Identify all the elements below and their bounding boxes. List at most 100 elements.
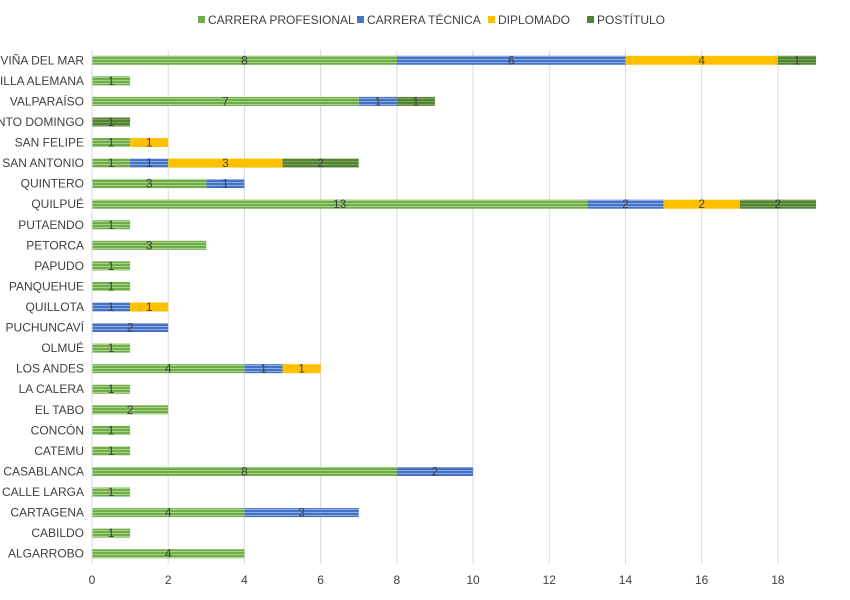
bar-segment bbox=[92, 466, 397, 476]
data-label: 4 bbox=[165, 547, 172, 561]
category-label: SAN ANTONIO bbox=[2, 156, 84, 170]
category-label: QUILPUÉ bbox=[31, 196, 84, 211]
category-label: OLMUÉ bbox=[41, 340, 84, 355]
bar-segment bbox=[244, 364, 283, 374]
legend-swatch bbox=[198, 16, 205, 23]
data-label: 1 bbox=[108, 259, 115, 273]
category-label: VIÑA DEL MAR bbox=[0, 53, 84, 67]
category-label: CALLE LARGA bbox=[2, 485, 84, 499]
bar-segment bbox=[587, 199, 664, 209]
category-label: CABILDO bbox=[31, 526, 84, 540]
bar-segment bbox=[130, 158, 169, 168]
bar-segment bbox=[396, 55, 626, 65]
data-label: 1 bbox=[146, 300, 153, 314]
data-label: 1 bbox=[146, 156, 153, 170]
category-label: CATEMU bbox=[34, 444, 84, 458]
bar-segment bbox=[396, 466, 474, 476]
data-label: 2 bbox=[698, 197, 705, 211]
legend-swatch bbox=[488, 16, 495, 23]
category-label: PUTAENDO bbox=[18, 218, 84, 232]
legend-label: POSTÍTULO bbox=[597, 12, 665, 27]
bar-segment bbox=[92, 549, 245, 559]
legend-swatch bbox=[587, 16, 594, 23]
data-label: 2 bbox=[127, 321, 134, 335]
data-label: 3 bbox=[146, 238, 153, 252]
data-label: 4 bbox=[165, 506, 172, 520]
bar-segment bbox=[625, 55, 778, 65]
bar-segment bbox=[92, 508, 245, 518]
data-label: 1 bbox=[108, 485, 115, 499]
x-tick-label: 16 bbox=[695, 573, 709, 587]
category-label: QUINTERO bbox=[21, 177, 84, 191]
data-label: 1 bbox=[146, 136, 153, 150]
bar-segment bbox=[206, 179, 245, 189]
data-label: 6 bbox=[508, 53, 515, 67]
bar-segment bbox=[92, 158, 131, 168]
category-label: EL TABO bbox=[35, 403, 84, 417]
legend-label: CARRERA TÉCNICA bbox=[367, 12, 481, 27]
data-label: 1 bbox=[260, 362, 267, 376]
bar-segment bbox=[663, 199, 740, 209]
data-label: 2 bbox=[432, 464, 439, 478]
data-label: 1 bbox=[374, 94, 381, 108]
data-label: 8 bbox=[241, 53, 248, 67]
data-label: 3 bbox=[146, 177, 153, 191]
data-label: 7 bbox=[222, 94, 229, 108]
data-label: 1 bbox=[108, 156, 115, 170]
category-label: LA CALERA bbox=[19, 382, 84, 396]
bar-segment bbox=[92, 487, 131, 497]
data-label: 1 bbox=[108, 136, 115, 150]
data-label: 1 bbox=[794, 53, 801, 67]
bar-segment bbox=[92, 405, 169, 415]
legend: CARRERA PROFESIONAL CARRERA TÉCNICA DIPLOM… bbox=[198, 12, 665, 27]
bar-segment bbox=[92, 281, 131, 291]
data-label: 1 bbox=[298, 362, 305, 376]
category-label: VALPARAÍSO bbox=[10, 93, 84, 108]
data-label: 1 bbox=[108, 341, 115, 355]
x-tick-label: 14 bbox=[619, 573, 633, 587]
bar-segment bbox=[92, 425, 131, 435]
data-label: 1 bbox=[413, 94, 420, 108]
data-label: 1 bbox=[108, 444, 115, 458]
x-tick-label: 2 bbox=[165, 573, 172, 587]
gridlines bbox=[91, 50, 779, 564]
bar-segment bbox=[244, 508, 359, 518]
bar-segment bbox=[92, 220, 131, 230]
bar-segment bbox=[92, 179, 207, 189]
bar-segment bbox=[92, 384, 131, 394]
category-label: PAPUDO bbox=[34, 259, 84, 273]
bar-segment bbox=[92, 446, 131, 456]
data-label: 8 bbox=[241, 464, 248, 478]
x-tick-label: 10 bbox=[466, 573, 480, 587]
data-label: 2 bbox=[622, 197, 629, 211]
bar-segment bbox=[92, 138, 131, 148]
category-label: PANQUEHUE bbox=[9, 279, 84, 293]
bar-segment bbox=[92, 261, 131, 271]
bar-segment bbox=[92, 240, 207, 250]
category-label: CARTAGENA bbox=[10, 506, 84, 520]
category-label: QUILLOTA bbox=[26, 300, 84, 314]
category-label: SANTO DOMINGO bbox=[0, 115, 84, 129]
x-tick-label: 4 bbox=[241, 573, 248, 587]
data-label: 1 bbox=[108, 115, 115, 129]
bar-segment bbox=[92, 117, 131, 127]
bar-segment bbox=[92, 528, 131, 538]
data-label: 4 bbox=[165, 362, 172, 376]
legend-label: CARRERA PROFESIONAL bbox=[208, 13, 355, 27]
bar-segment bbox=[92, 96, 359, 106]
data-label: 2 bbox=[127, 403, 134, 417]
data-label: 1 bbox=[108, 526, 115, 540]
bar-segment bbox=[777, 55, 816, 65]
bar-segment bbox=[92, 76, 131, 86]
category-label: SAN FELIPE bbox=[15, 136, 84, 150]
x-tick-label: 6 bbox=[317, 573, 324, 587]
bar-segment bbox=[739, 199, 816, 209]
data-label: 1 bbox=[108, 74, 115, 88]
data-label: 1 bbox=[108, 279, 115, 293]
bar-segment bbox=[282, 158, 359, 168]
data-label: 3 bbox=[222, 156, 229, 170]
category-label: PUCHUNCAVÍ bbox=[6, 320, 85, 335]
bar-segment bbox=[92, 199, 588, 209]
